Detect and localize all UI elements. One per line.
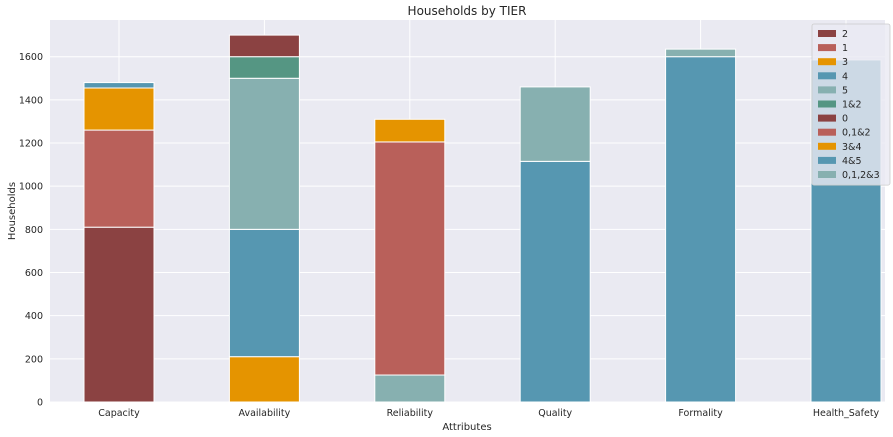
bar-segment-capacity-3 [83, 87, 155, 131]
legend-label: 0,1,2&3 [842, 170, 880, 181]
legend-swatch [818, 86, 836, 94]
legend-swatch [818, 156, 836, 164]
y-tick-label: 1000 [19, 182, 43, 193]
bar-segment-availability-4 [228, 56, 300, 79]
y-tick-label: 1600 [19, 52, 43, 63]
bar-segment-capacity-2 [83, 129, 155, 228]
legend-swatch [818, 72, 836, 80]
legend-label: 1 [842, 43, 848, 54]
x-axis-label: Attributes [442, 422, 491, 433]
legend-swatch [818, 128, 836, 136]
x-tick-label: Availability [239, 408, 291, 419]
y-tick-label: 800 [25, 225, 43, 236]
y-tick-label: 1200 [19, 139, 43, 150]
legend-swatch [818, 114, 836, 122]
legend-swatch [818, 100, 836, 108]
y-axis-label: Households [7, 182, 18, 240]
legend-swatch [818, 44, 836, 52]
bar-segment-reliability-2 [374, 141, 446, 376]
legend-label: 4&5 [842, 156, 862, 167]
bar-segment-availability-2 [228, 228, 300, 358]
bar-segment-reliability-1 [374, 374, 446, 403]
plot-background [50, 20, 885, 402]
bar-segment-quality-2 [519, 86, 591, 162]
legend-swatch [818, 171, 836, 178]
bar-segment-capacity-4 [83, 82, 155, 89]
x-tick-label: Reliability [387, 408, 434, 419]
legend: 2 1 3 4 5 1&2 0 0,1&2 3&4 4&5 0,1,2&3 [811, 23, 891, 186]
bar-segment-availability-5 [228, 34, 300, 58]
legend-label: 3&4 [842, 142, 862, 153]
y-tick-label: 0 [37, 398, 43, 409]
bar-segment-availability-3 [228, 77, 300, 230]
legend-swatch [818, 30, 836, 37]
legend-swatch [818, 58, 836, 66]
x-tick-label: Quality [538, 408, 572, 419]
bars [83, 34, 882, 403]
bar-segment-formality-2 [665, 48, 737, 58]
legend-label: 4 [842, 71, 848, 82]
y-tick-label: 1400 [19, 95, 43, 106]
bar-segment-reliability-3 [374, 118, 446, 143]
legend-label: 1&2 [842, 100, 862, 111]
x-tick-label: Formality [678, 408, 723, 419]
x-tick-labels: Capacity Availability Reliability Quality Fo… [98, 408, 879, 419]
x-tick-label: Health_Safety [813, 408, 880, 419]
legend-label: 2 [842, 29, 848, 40]
bar-segment-formality-1 [665, 56, 737, 403]
legend-label: 0,1&2 [842, 128, 871, 139]
legend-label: 5 [842, 85, 848, 96]
bar-segment-quality-1 [519, 160, 591, 403]
legend-label: 3 [842, 57, 848, 68]
chart-title: Households by TIER [408, 4, 527, 18]
legend-swatch [818, 142, 836, 150]
y-tick-label: 600 [25, 268, 43, 279]
y-tick-label: 400 [25, 311, 43, 322]
legend-label: 0 [842, 114, 848, 125]
x-tick-label: Capacity [98, 408, 140, 419]
bar-segment-availability-1 [228, 356, 300, 403]
y-tick-labels: 0 200 400 600 800 1000 1200 1400 1600 [19, 52, 43, 408]
y-tick-label: 200 [25, 354, 43, 365]
bar-segment-capacity-1 [83, 226, 155, 403]
